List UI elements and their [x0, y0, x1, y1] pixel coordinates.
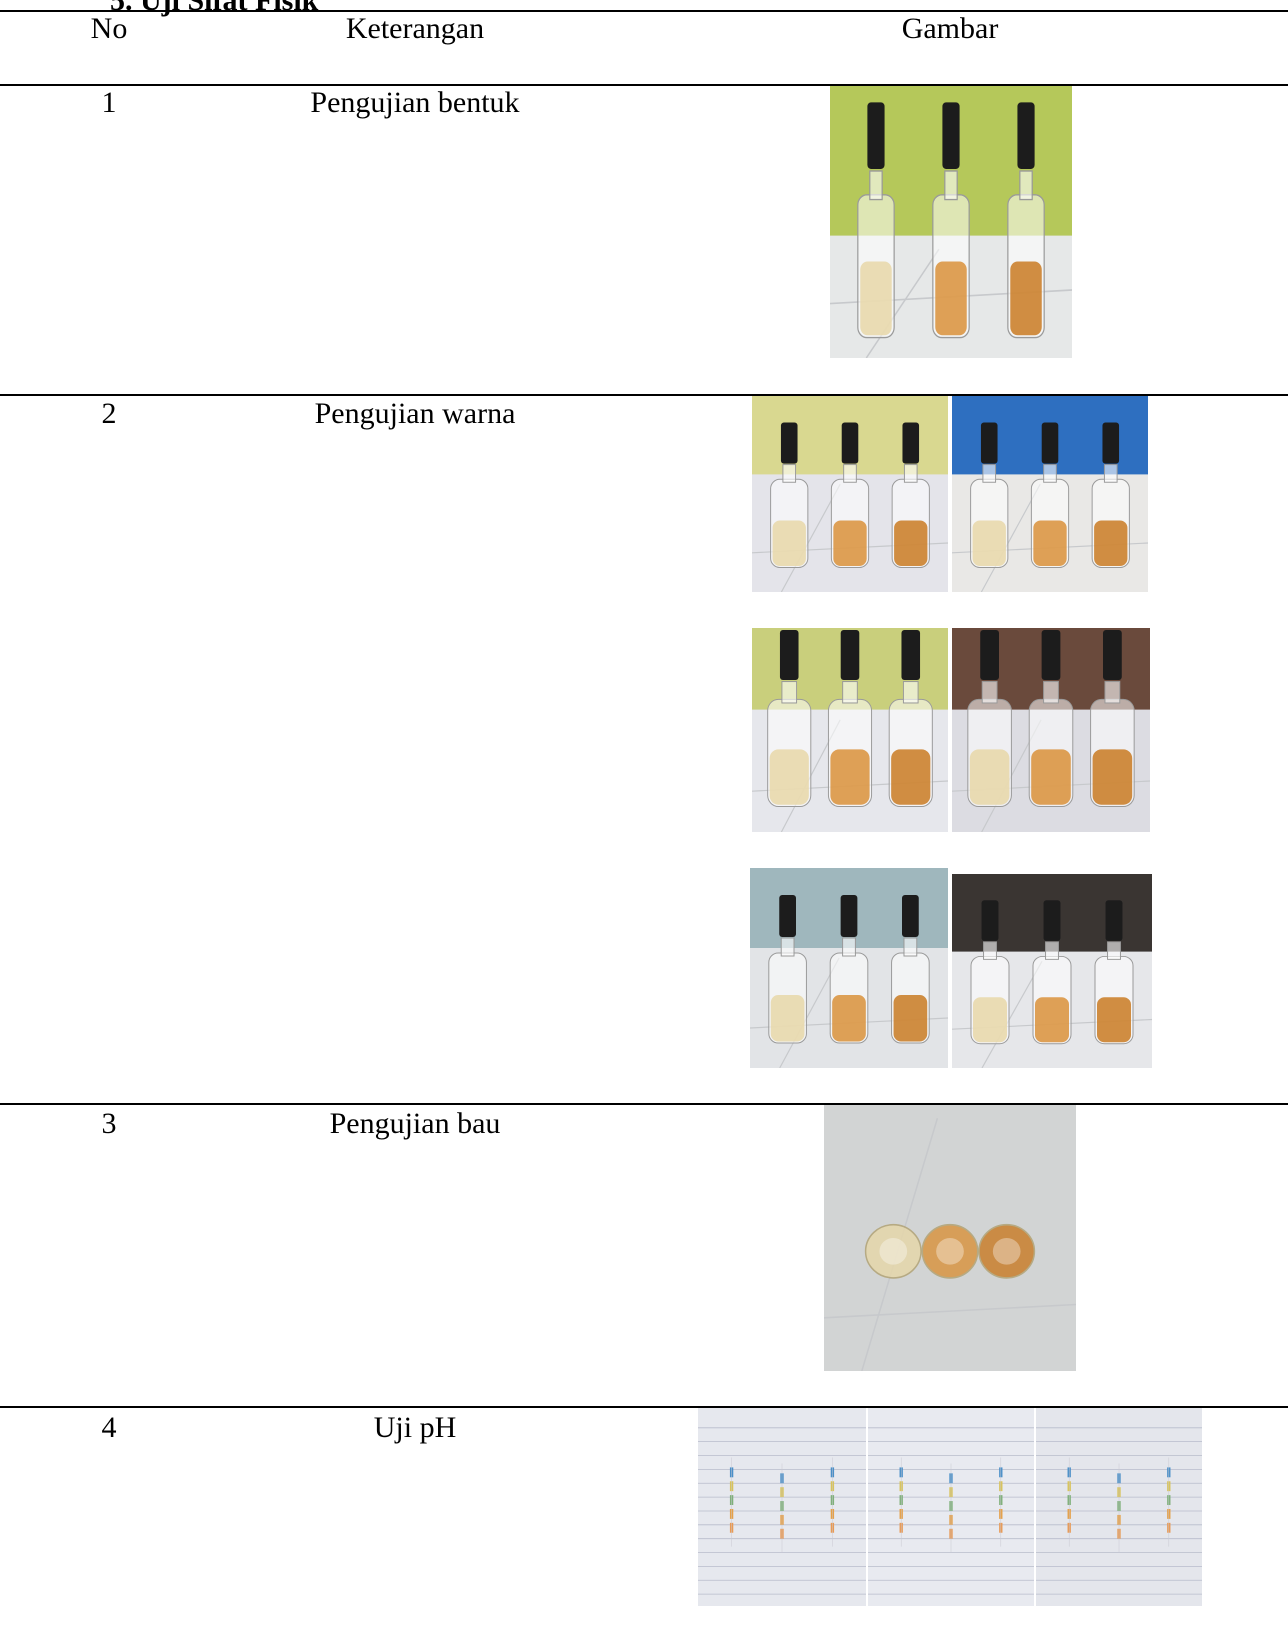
- row-1-keterangan: Pengujian bentuk: [310, 86, 520, 119]
- warna-photo-4: [952, 628, 1150, 832]
- ph-photo-1: [698, 1408, 866, 1606]
- bentuk-photo: [830, 86, 1072, 358]
- header-no: No: [90, 12, 128, 45]
- row-rule-2: [0, 394, 1288, 396]
- row-2-keterangan: Pengujian warna: [314, 397, 516, 430]
- ph-photo-3: [1036, 1408, 1202, 1606]
- row-rule-3: [0, 1103, 1288, 1105]
- row-rule-4: [0, 1406, 1288, 1408]
- ph-photo-2: [868, 1408, 1034, 1606]
- bau-photo: [824, 1105, 1076, 1371]
- row-1-no: 1: [101, 86, 117, 119]
- row-4-keterangan: Uji pH: [373, 1411, 457, 1444]
- row-2-no: 2: [101, 397, 117, 430]
- row-4-no: 4: [101, 1411, 117, 1444]
- table-top-rule: [0, 10, 1288, 12]
- warna-photo-6: [952, 874, 1152, 1068]
- header-gambar: Gambar: [901, 12, 999, 45]
- warna-photo-2: [952, 396, 1148, 592]
- warna-photo-1: [752, 396, 948, 592]
- row-3-no: 3: [101, 1107, 117, 1140]
- header-rule: [0, 84, 1288, 86]
- row-3-keterangan: Pengujian bau: [329, 1107, 501, 1140]
- header-keterangan: Keterangan: [345, 12, 485, 45]
- warna-photo-3: [752, 628, 948, 832]
- warna-photo-5: [750, 868, 948, 1068]
